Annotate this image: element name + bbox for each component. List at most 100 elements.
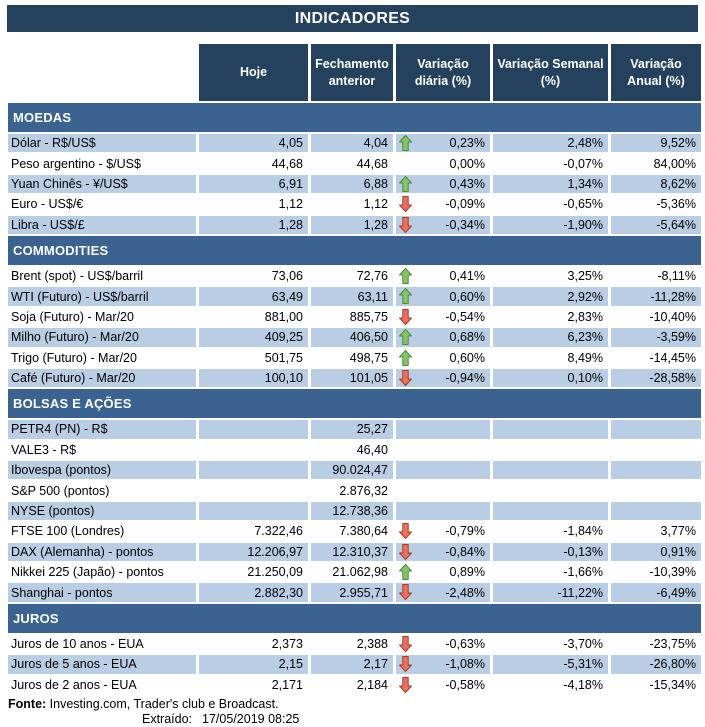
- table-row-brent-spot-us-barril: Brent (spot) - US$/barril 73,06 72,76 0,41%…: [8, 266, 705, 286]
- table-row-euro-us: Euro - US$/€ 1,12 1,12 -0,09% -0,65% -5,36%: [8, 195, 705, 214]
- cell-hoje: 1,28: [199, 215, 308, 234]
- cell-hoje: 73,06: [199, 266, 308, 286]
- table-row-wti-futuro-us-barril: WTI (Futuro) - US$/barril 63,49 63,11 0,60%…: [8, 287, 705, 306]
- variacao-diaria-value: 0,00%: [449, 156, 485, 171]
- extracted-line: Extraído: 17/05/2019 08:25: [142, 712, 705, 726]
- cell-fechamento-anterior: 25,27: [311, 420, 393, 439]
- cell-label: Café (Futuro) - Mar/20: [8, 368, 196, 388]
- column-header-row: Hoje Fechamento anterior Variação diária…: [8, 44, 705, 101]
- section-header-commodities: COMMODITIES: [8, 235, 701, 265]
- cell-fechamento-anterior: 2.876,32: [311, 481, 393, 500]
- cell-variacao-diaria: -1,08%: [396, 655, 490, 674]
- cell-variacao-diaria: [396, 420, 490, 439]
- cell-fechamento-anterior: 46,40: [311, 440, 393, 460]
- cell-label: NYSE (pontos): [8, 501, 196, 521]
- cell-hoje: 501,75: [199, 348, 308, 367]
- cell-label: PETR4 (PN) - R$: [8, 420, 196, 439]
- cell-variacao-anual: -5,36%: [611, 195, 701, 214]
- source-label: Fonte:: [8, 696, 47, 711]
- cell-variacao-diaria: 0,43%: [396, 174, 490, 194]
- green-up-arrow-icon: [399, 288, 413, 305]
- cell-variacao-diaria: -0,34%: [396, 215, 490, 234]
- cell-label: Euro - US$/€: [8, 195, 196, 214]
- cell-hoje: 4,05: [199, 134, 308, 153]
- cell-fechamento-anterior: 12.738,36: [311, 501, 393, 521]
- red-down-arrow-icon: [399, 369, 413, 386]
- cell-fechamento-anterior: 101,05: [311, 368, 393, 388]
- cell-label: Yuan Chinês - ¥/US$: [8, 174, 196, 194]
- cell-variacao-semanal: [493, 461, 608, 480]
- red-down-arrow-icon: [399, 656, 413, 673]
- cell-variacao-semanal: -1,66%: [493, 563, 608, 582]
- cell-label: Ibovespa (pontos): [8, 461, 196, 480]
- cell-label: Juros de 2 anos - EUA: [8, 675, 196, 694]
- red-down-arrow-icon: [399, 523, 413, 540]
- page-title: INDICADORES: [294, 9, 411, 27]
- green-up-arrow-icon: [399, 329, 413, 346]
- variacao-diaria-value: 0,60%: [449, 350, 485, 365]
- cell-hoje: [199, 440, 308, 460]
- red-down-arrow-icon: [399, 635, 413, 652]
- cell-variacao-diaria: 0,23%: [396, 134, 490, 153]
- footer: Fonte: Investing.com, Trader's club e Br…: [8, 697, 705, 726]
- cell-fechamento-anterior: 12.310,37: [311, 542, 393, 562]
- variacao-diaria-value: 0,68%: [449, 330, 485, 345]
- cell-variacao-diaria: -0,63%: [396, 634, 490, 654]
- variacao-diaria-value: -0,09%: [445, 197, 485, 212]
- cell-variacao-semanal: -0,13%: [493, 542, 608, 562]
- cell-fechamento-anterior: 498,75: [311, 348, 393, 367]
- variacao-diaria-value: 0,60%: [449, 289, 485, 304]
- table-row-petr4-pn-r: PETR4 (PN) - R$ 25,27: [8, 420, 705, 439]
- table-row-milho-futuro-mar-20: Milho (Futuro) - Mar/20 409,25 406,50 0,68%…: [8, 328, 705, 347]
- cell-fechamento-anterior: 2,17: [311, 655, 393, 674]
- cell-variacao-anual: -11,28%: [611, 287, 701, 306]
- cell-label: Shanghai - pontos: [8, 583, 196, 602]
- cell-variacao-diaria: -0,09%: [396, 195, 490, 214]
- cell-hoje: 7.322,46: [199, 522, 308, 541]
- variacao-diaria-value: 0,89%: [449, 565, 485, 580]
- table-row-juros-de-2-anos-eua: Juros de 2 anos - EUA 2,171 2,184 -0,58% -4,…: [8, 675, 705, 694]
- cell-hoje: 2,373: [199, 634, 308, 654]
- cell-variacao-semanal: [493, 501, 608, 521]
- table-row-juros-de-10-anos-eua: Juros de 10 anos - EUA 2,373 2,388 -0,63% -3…: [8, 634, 705, 654]
- cell-variacao-anual: -15,34%: [611, 675, 701, 694]
- variacao-diaria-value: 0,23%: [449, 136, 485, 151]
- cell-hoje: 63,49: [199, 287, 308, 306]
- cell-hoje: 21.250,09: [199, 563, 308, 582]
- cell-hoje: 12.206,97: [199, 542, 308, 562]
- cell-variacao-semanal: -11,22%: [493, 583, 608, 602]
- cell-variacao-anual: -8,11%: [611, 266, 701, 286]
- cell-variacao-anual: -26,80%: [611, 655, 701, 674]
- cell-hoje: 2,15: [199, 655, 308, 674]
- cell-fechamento-anterior: 1,12: [311, 195, 393, 214]
- cell-variacao-semanal: -3,70%: [493, 634, 608, 654]
- red-down-arrow-icon: [399, 676, 413, 693]
- table-row-nyse-pontos: NYSE (pontos) 12.738,36: [8, 501, 705, 521]
- red-down-arrow-icon: [399, 308, 413, 325]
- extracted-label: Extraído:: [142, 711, 193, 726]
- cell-variacao-anual: -3,59%: [611, 328, 701, 347]
- green-up-arrow-icon: [399, 135, 413, 151]
- source-line: Fonte: Investing.com, Trader's club e Br…: [8, 697, 705, 711]
- column-header-variacao-anual: Variação Anual (%): [611, 44, 701, 101]
- cell-hoje: [199, 501, 308, 521]
- header-spacer: [8, 44, 196, 101]
- cell-hoje: 2.882,30: [199, 583, 308, 602]
- cell-variacao-diaria: [396, 461, 490, 480]
- cell-label: DAX (Alemanha) - pontos: [8, 542, 196, 562]
- cell-variacao-diaria: -0,58%: [396, 675, 490, 694]
- section-header-moedas: MOEDAS: [8, 103, 701, 132]
- cell-hoje: 881,00: [199, 307, 308, 327]
- cell-variacao-anual: -14,45%: [611, 348, 701, 367]
- cell-variacao-semanal: -1,90%: [493, 215, 608, 234]
- cell-fechamento-anterior: 90.024,47: [311, 461, 393, 480]
- table-row-cafe-futuro-mar-20: Café (Futuro) - Mar/20 100,10 101,05 -0,94%…: [8, 368, 705, 388]
- table-row-yuan-chines-us: Yuan Chinês - ¥/US$ 6,91 6,88 0,43% 1,34% 8,6…: [8, 174, 705, 194]
- cell-variacao-semanal: -0,65%: [493, 195, 608, 214]
- cell-variacao-anual: 3,77%: [611, 522, 701, 541]
- cell-variacao-diaria: -0,54%: [396, 307, 490, 327]
- cell-label: Peso argentino - $/US$: [8, 154, 196, 173]
- cell-variacao-semanal: 1,34%: [493, 174, 608, 194]
- cell-variacao-anual: -6,49%: [611, 583, 701, 602]
